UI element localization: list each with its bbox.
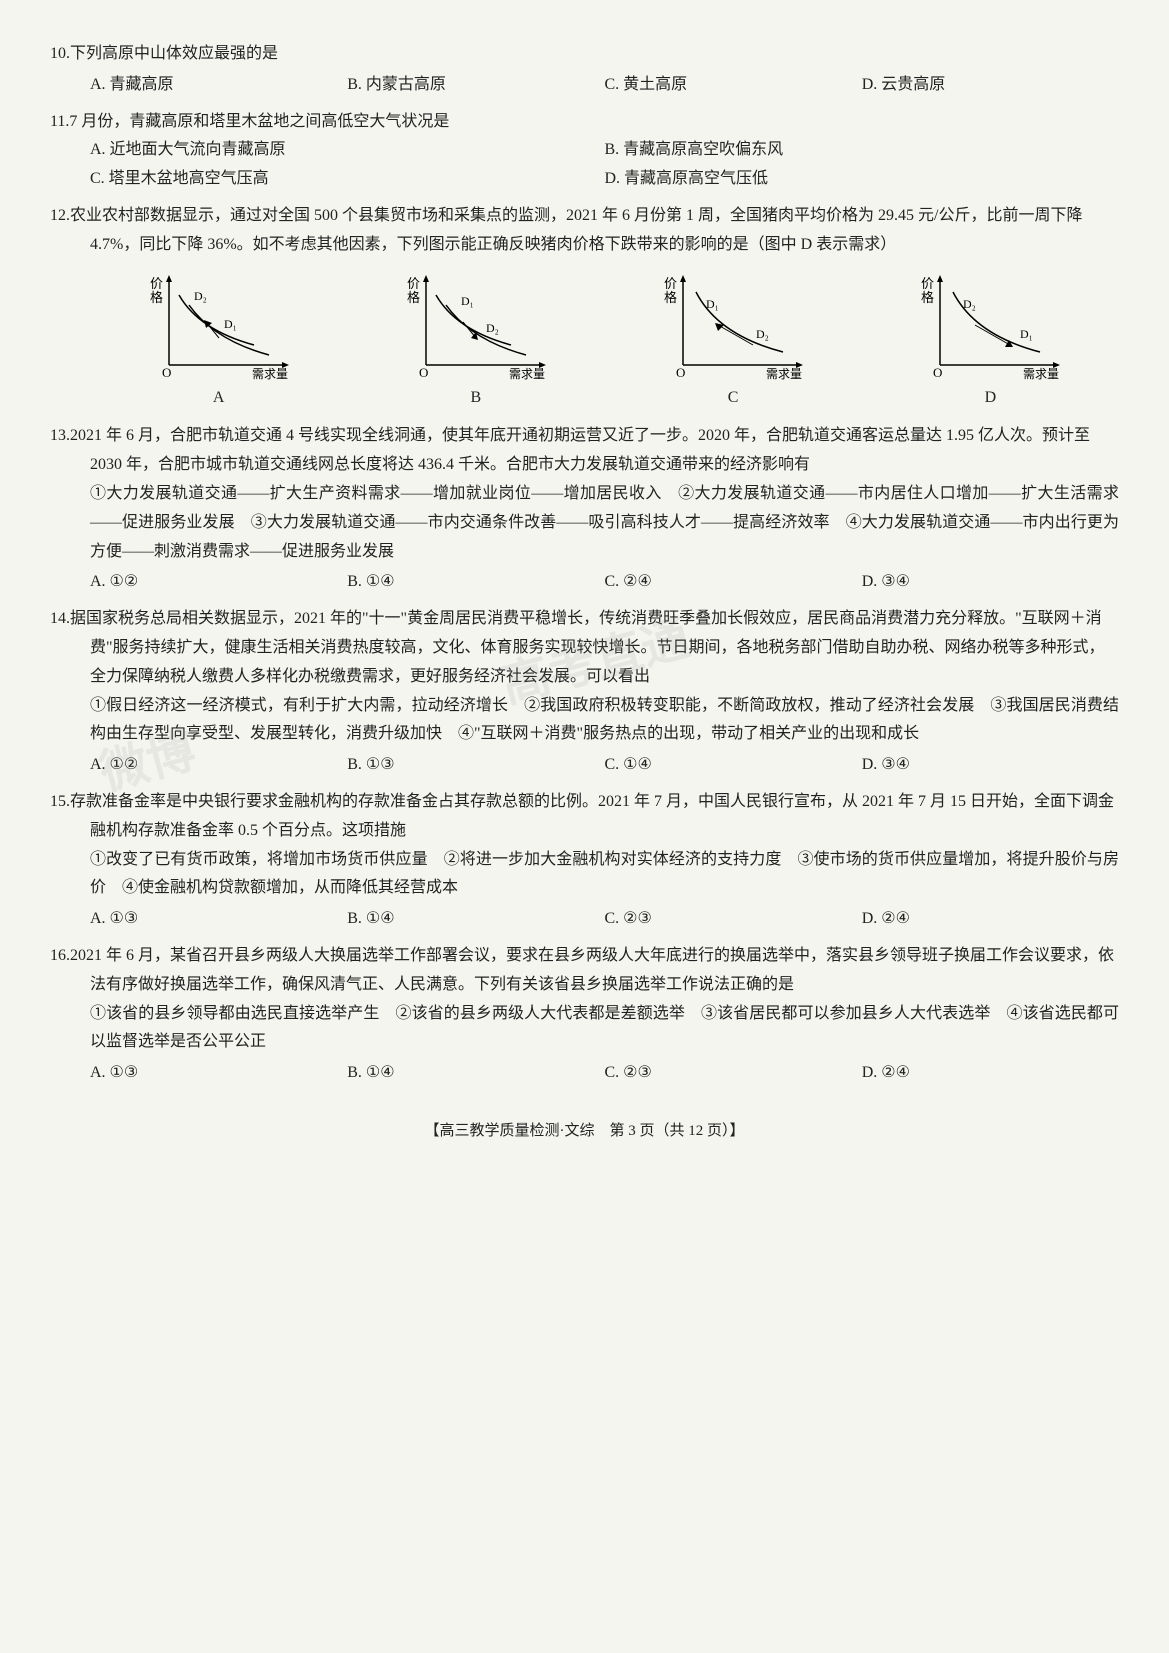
- option-a: A. 近地面大气流向青藏高原: [90, 136, 605, 165]
- statements: ①大力发展轨道交通——扩大生产资料需求——增加就业岗位——增加居民收入 ②大力发…: [50, 480, 1119, 566]
- option-b: B. 内蒙古高原: [347, 71, 604, 100]
- chart-label-d: D: [985, 384, 997, 413]
- svg-text:O: O: [933, 365, 942, 380]
- question-16: 16.2021 年 6 月，某省召开县乡两级人大换届选举工作部署会议，要求在县乡…: [50, 942, 1119, 1088]
- question-15: 15.存款准备金率是中央银行要求金融机构的存款准备金占其存款总额的比例。2021…: [50, 788, 1119, 934]
- option-d: D. 青藏高原高空气压低: [605, 165, 1120, 194]
- svg-text:格: 格: [150, 290, 163, 305]
- q-num: 10.: [50, 45, 70, 62]
- svg-text:D₂: D₂: [486, 321, 499, 335]
- svg-text:O: O: [419, 365, 428, 380]
- svg-text:D₂: D₂: [963, 297, 976, 311]
- option-b: B. ①③: [347, 751, 604, 780]
- option-b: B. ①④: [347, 905, 604, 934]
- q-stem: 7 月份，青藏高原和塔里木盆地之间高低空大气状况是: [69, 113, 449, 130]
- q-stem: 存款准备金率是中央银行要求金融机构的存款准备金占其存款总额的比例。2021 年 …: [70, 793, 1114, 839]
- svg-text:需求量: 需求量: [1023, 367, 1059, 380]
- demand-curve-b: 价 格 O 需求量 D₁ D₂: [401, 270, 551, 380]
- chart-b: 价 格 O 需求量 D₁ D₂ B: [401, 270, 551, 413]
- option-b: B. ①④: [347, 568, 604, 597]
- option-b: B. ①④: [347, 1059, 604, 1088]
- svg-text:需求量: 需求量: [509, 367, 545, 380]
- svg-text:O: O: [676, 365, 685, 380]
- chart-label-c: C: [728, 384, 739, 413]
- option-a: A. ①②: [90, 751, 347, 780]
- option-d: D. ③④: [862, 751, 1119, 780]
- chart-c: 价 格 O 需求量 D₁ D₂ C: [658, 270, 808, 413]
- q-stem: 2021 年 6 月，某省召开县乡两级人大换届选举工作部署会议，要求在县乡两级人…: [70, 947, 1114, 993]
- statements: ①改变了已有货币政策，将增加市场货币供应量 ②将进一步加大金融机构对实体经济的支…: [50, 846, 1119, 904]
- q-stem: 据国家税务总局相关数据显示，2021 年的"十一"黄金周居民消费平稳增长，传统消…: [70, 610, 1105, 685]
- option-d: D. ③④: [862, 568, 1119, 597]
- option-b: B. 青藏高原高空吹偏东风: [605, 136, 1120, 165]
- q-stem: 农业农村部数据显示，通过对全国 500 个县集贸市场和采集点的监测，2021 年…: [70, 207, 1082, 253]
- q-num: 11.: [50, 113, 69, 130]
- svg-text:格: 格: [921, 290, 934, 305]
- chart-row: 价 格 O 需求量 D₂ D₁ A 价 格 O: [50, 270, 1119, 413]
- demand-curve-d: 价 格 O 需求量 D₂ D₁: [915, 270, 1065, 380]
- option-a: A. ①②: [90, 568, 347, 597]
- option-c: C. ②③: [605, 1059, 862, 1088]
- svg-text:格: 格: [664, 290, 677, 305]
- svg-text:需求量: 需求量: [766, 367, 802, 380]
- svg-text:O: O: [162, 365, 171, 380]
- q-num: 12.: [50, 207, 70, 224]
- svg-text:D₁: D₁: [461, 294, 474, 308]
- svg-text:价: 价: [664, 276, 677, 291]
- chart-label-b: B: [471, 384, 482, 413]
- demand-curve-a: 价 格 O 需求量 D₂ D₁: [144, 270, 294, 380]
- svg-text:价: 价: [407, 276, 420, 291]
- option-a: A. ①③: [90, 1059, 347, 1088]
- option-c: C. ②④: [605, 568, 862, 597]
- option-a: A. ①③: [90, 905, 347, 934]
- svg-text:D₂: D₂: [756, 327, 769, 341]
- svg-text:格: 格: [407, 290, 420, 305]
- svg-text:D₁: D₁: [224, 317, 237, 331]
- q-num: 13.: [50, 427, 70, 444]
- q-num: 16.: [50, 947, 70, 964]
- option-d: D. 云贵高原: [862, 71, 1119, 100]
- question-10: 10.下列高原中山体效应最强的是 A. 青藏高原 B. 内蒙古高原 C. 黄土高…: [50, 40, 1119, 100]
- option-d: D. ②④: [862, 905, 1119, 934]
- question-12: 12.农业农村部数据显示，通过对全国 500 个县集贸市场和采集点的监测，202…: [50, 202, 1119, 412]
- demand-curve-c: 价 格 O 需求量 D₁ D₂: [658, 270, 808, 380]
- chart-label-a: A: [213, 384, 225, 413]
- option-c: C. 黄土高原: [605, 71, 862, 100]
- option-a: A. 青藏高原: [90, 71, 347, 100]
- question-14: 14.据国家税务总局相关数据显示，2021 年的"十一"黄金周居民消费平稳增长，…: [50, 605, 1119, 780]
- q-stem: 下列高原中山体效应最强的是: [70, 45, 278, 62]
- statements: ①该省的县乡领导都由选民直接选举产生 ②该省的县乡两级人大代表都是差额选举 ③该…: [50, 1000, 1119, 1058]
- question-13: 13.2021 年 6 月，合肥市轨道交通 4 号线实现全线洞通，使其年底开通初…: [50, 422, 1119, 597]
- svg-text:价: 价: [921, 276, 934, 291]
- svg-text:需求量: 需求量: [252, 367, 288, 380]
- svg-text:D₂: D₂: [194, 289, 207, 303]
- svg-text:D₁: D₁: [706, 297, 719, 311]
- question-11: 11.7 月份，青藏高原和塔里木盆地之间高低空大气状况是 A. 近地面大气流向青…: [50, 108, 1119, 194]
- option-d: D. ②④: [862, 1059, 1119, 1088]
- q-num: 14.: [50, 610, 70, 627]
- q-num: 15.: [50, 793, 70, 810]
- chart-d: 价 格 O 需求量 D₂ D₁ D: [915, 270, 1065, 413]
- q-stem: 2021 年 6 月，合肥市轨道交通 4 号线实现全线洞通，使其年底开通初期运营…: [70, 427, 1090, 473]
- statements: ①假日经济这一经济模式，有利于扩大内需，拉动经济增长 ②我国政府积极转变职能，不…: [50, 692, 1119, 750]
- svg-text:D₁: D₁: [1020, 327, 1033, 341]
- chart-a: 价 格 O 需求量 D₂ D₁ A: [144, 270, 294, 413]
- page-footer: 【高三教学质量检测·文综 第 3 页（共 12 页）】: [50, 1118, 1119, 1145]
- svg-text:价: 价: [150, 276, 163, 291]
- option-c: C. ②③: [605, 905, 862, 934]
- option-c: C. ①④: [605, 751, 862, 780]
- option-c: C. 塔里木盆地高空气压高: [90, 165, 605, 194]
